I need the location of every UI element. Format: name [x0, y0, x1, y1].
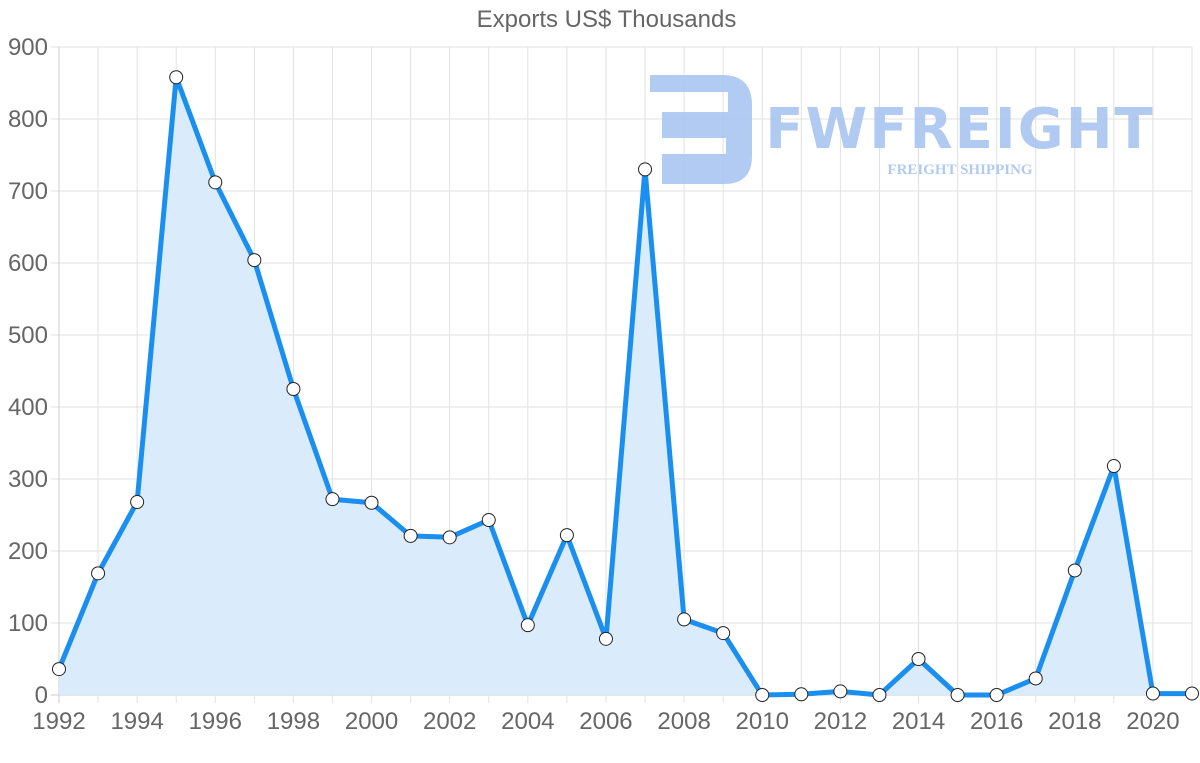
data-points: [52, 70, 1199, 702]
x-tick-label: 1994: [110, 708, 163, 735]
y-tick-label: 700: [8, 178, 48, 205]
x-tick-label: 2012: [814, 708, 867, 735]
y-tick-label: 300: [8, 466, 48, 493]
data-point-2002[interactable]: [442, 530, 457, 545]
y-tick-label: 400: [8, 394, 48, 421]
data-point-2000[interactable]: [364, 495, 379, 510]
x-tick-label: 2006: [579, 708, 632, 735]
y-tick-label: 0: [35, 682, 48, 709]
watermark-brand: FWFREIGHT: [765, 97, 1155, 162]
data-point-1996[interactable]: [208, 175, 223, 190]
y-tick-label: 200: [8, 538, 48, 565]
data-point-2015[interactable]: [950, 688, 965, 702]
data-point-2009[interactable]: [716, 626, 731, 641]
data-point-2018[interactable]: [1067, 563, 1082, 578]
y-tick-label: 500: [8, 322, 48, 349]
fwfreight-watermark-logo: FWFREIGHT FREIGHT SHIPPING: [650, 75, 1155, 184]
data-point-2004[interactable]: [520, 618, 535, 633]
watermark-tagline: FREIGHT SHIPPING: [887, 162, 1032, 178]
x-tick-label: 1996: [189, 708, 242, 735]
y-tick-label: 100: [8, 610, 48, 637]
data-point-2016[interactable]: [989, 688, 1004, 702]
area-fill: [59, 77, 1192, 695]
data-point-2020[interactable]: [1145, 686, 1160, 701]
data-point-2008[interactable]: [677, 612, 692, 627]
data-point-2019[interactable]: [1106, 459, 1121, 474]
x-tick-label: 2016: [970, 708, 1023, 735]
x-tick-label: 1998: [267, 708, 320, 735]
x-tick-label: 2020: [1126, 708, 1179, 735]
data-point-1995[interactable]: [169, 70, 184, 85]
x-tick-label: 2008: [657, 708, 710, 735]
y-tick-label: 800: [8, 106, 48, 133]
data-point-2003[interactable]: [481, 513, 496, 528]
data-point-2014[interactable]: [911, 652, 926, 666]
data-point-1992[interactable]: [52, 662, 66, 677]
chart-title: Exports US$ Thousands: [476, 6, 737, 33]
x-tick-label: 2004: [501, 708, 554, 735]
y-axis-ticks: 0 100 200 300 400 500 600 700 800 900: [8, 34, 48, 709]
data-point-1999[interactable]: [325, 492, 340, 507]
data-point-1998[interactable]: [286, 382, 301, 396]
area-fill-path: [59, 77, 1192, 695]
logo-mark-icon: [650, 75, 752, 184]
data-point-1993[interactable]: [91, 566, 106, 581]
data-point-2021[interactable]: [1185, 686, 1199, 701]
x-tick-label: 1992: [32, 708, 85, 735]
data-point-1994[interactable]: [130, 495, 145, 510]
data-line: [56, 74, 1192, 698]
data-point-2006[interactable]: [598, 631, 613, 646]
data-point-2005[interactable]: [559, 528, 574, 543]
x-tick-label: 2010: [736, 708, 789, 735]
data-point-1997[interactable]: [247, 253, 262, 268]
data-point-2010[interactable]: [755, 688, 770, 702]
x-axis-ticks: 1992 1994 1996 1998 2000 2002 2004 2006 2008 2010…: [32, 708, 1179, 735]
x-tick-label: 2002: [423, 708, 476, 735]
data-point-2001[interactable]: [403, 528, 418, 543]
data-point-2012[interactable]: [833, 684, 848, 699]
data-point-2013[interactable]: [872, 688, 887, 702]
y-tick-label: 600: [8, 250, 48, 277]
series-line-exports: [56, 74, 1192, 698]
data-point-2007[interactable]: [638, 162, 653, 177]
data-point-2017[interactable]: [1028, 671, 1043, 686]
x-tick-label: 2018: [1048, 708, 1101, 735]
x-tick-label: 2000: [345, 708, 398, 735]
x-tick-label: 2014: [892, 708, 945, 735]
y-tick-label: 900: [8, 34, 48, 61]
data-point-2011[interactable]: [794, 687, 809, 702]
